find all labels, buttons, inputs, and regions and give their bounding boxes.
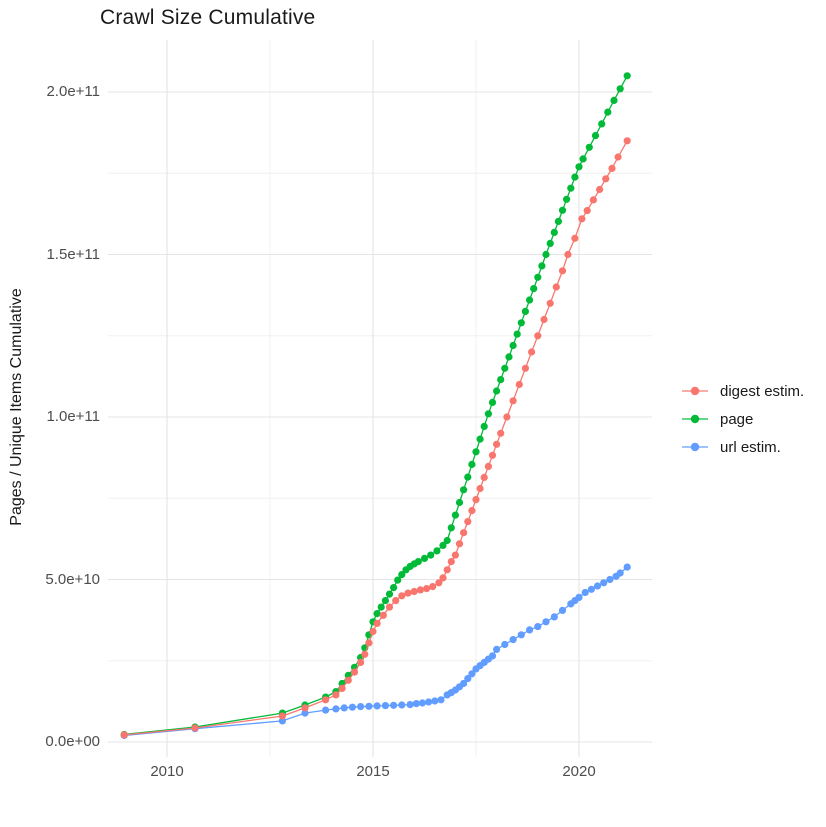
series-points-digest-estim — [120, 137, 631, 739]
series-line-url-estim — [124, 566, 628, 737]
y-tick-label: 1.0e+11 — [46, 408, 100, 425]
y-tick-label: 0.0e+00 — [45, 733, 100, 750]
legend-item-digest-estim: digest estim. — [681, 381, 804, 401]
gridlines-minor — [108, 40, 652, 757]
x-tick-label: 2010 — [150, 763, 184, 780]
y-tick-label: 1.5e+11 — [46, 245, 100, 263]
legend: digest estim. page url estim. — [681, 381, 804, 457]
legend-key-icon — [682, 386, 708, 396]
series-points-page — [120, 72, 631, 739]
series-line-page — [124, 75, 628, 736]
legend-item-url-estim: url estim. — [681, 437, 804, 457]
series-points-url-estim — [120, 563, 631, 740]
y-axis-title: Pages / Unique Items Cumulative — [8, 288, 25, 526]
x-tick-label: 2015 — [356, 763, 390, 780]
legend-key-icon — [682, 414, 708, 424]
legend-item-page: page — [681, 409, 804, 429]
legend-label: url estim. — [720, 438, 781, 456]
legend-key-icon — [682, 442, 708, 452]
gridlines-major — [108, 40, 652, 757]
x-tick-label: 2020 — [562, 763, 596, 780]
y-tick-label: 5.0e+10 — [45, 570, 100, 588]
y-tick-label: 2.0e+11 — [46, 83, 100, 100]
legend-label: digest estim. — [720, 382, 805, 400]
chart-title: Crawl Size Cumulative — [100, 6, 316, 29]
legend-label: page — [720, 410, 754, 428]
